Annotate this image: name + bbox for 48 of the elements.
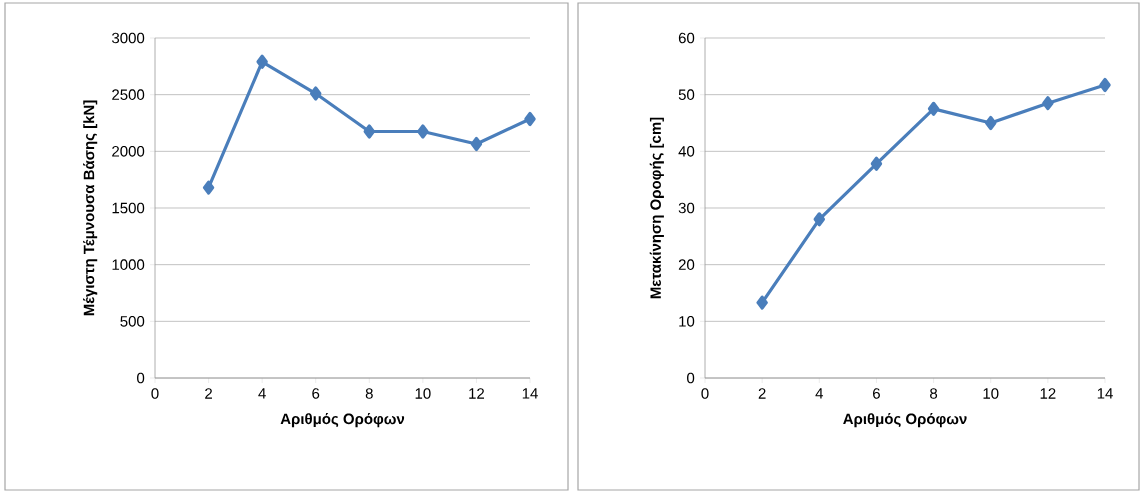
x-tick-label: 6 [873,388,880,399]
x-tick-label: 2 [758,388,766,399]
x-tick-label: 6 [312,388,320,399]
x-tick-label: 2 [205,388,212,399]
y-tick-label: 1000 [112,259,145,270]
x-tick-label: 0 [151,388,159,399]
y-tick-label: 50 [678,89,695,100]
x-tick-label: 10 [983,388,999,399]
x-tick-label: 8 [365,388,373,399]
x-axis-title: Αριθμός Ορόφων [280,413,405,428]
x-tick-label: 10 [415,388,431,399]
point [927,101,940,116]
y-tick-label: 0 [687,372,695,384]
point [202,180,215,195]
y-tick-label: 10 [679,316,695,327]
x-tick-label: 0 [701,388,709,399]
y-axis-title: Μέγιστη Τέμνουσα Βάσης [kN] [83,100,98,316]
x-tick-label: 4 [815,388,824,399]
point [256,54,268,69]
y-tick-label: 40 [678,146,695,157]
y-tick-label: 60 [678,32,695,44]
x-tick-label: 12 [1040,388,1056,399]
y-tick-label: 30 [678,202,695,214]
x-tick-label: 8 [930,388,938,399]
x-tick-label: 12 [469,388,485,399]
point [309,86,322,101]
point [813,212,826,227]
y-tick-label: 20 [678,259,695,270]
point [756,295,768,310]
point [363,124,376,139]
point [870,156,883,171]
y-tick-label: 2000 [112,146,145,157]
point [1042,96,1054,111]
point [1099,77,1111,93]
y-tick-label: 2500 [112,89,145,100]
x-axis-title: Αριθμός Ορόφων [843,413,967,428]
x-tick-label: 4 [258,388,266,399]
y-tick-label: 500 [120,316,145,327]
x-tick-label: 14 [1097,388,1113,399]
point [524,111,536,127]
y-tick-label: 0 [137,372,145,384]
y-axis-title: Μετακίνηση Οροφής [cm] [649,117,664,299]
y-tick-label: 3000 [112,32,145,44]
x-tick-label: 14 [522,388,538,399]
y-tick-label: 1500 [112,202,145,214]
point [417,124,429,139]
point [985,115,997,131]
point [470,136,483,152]
